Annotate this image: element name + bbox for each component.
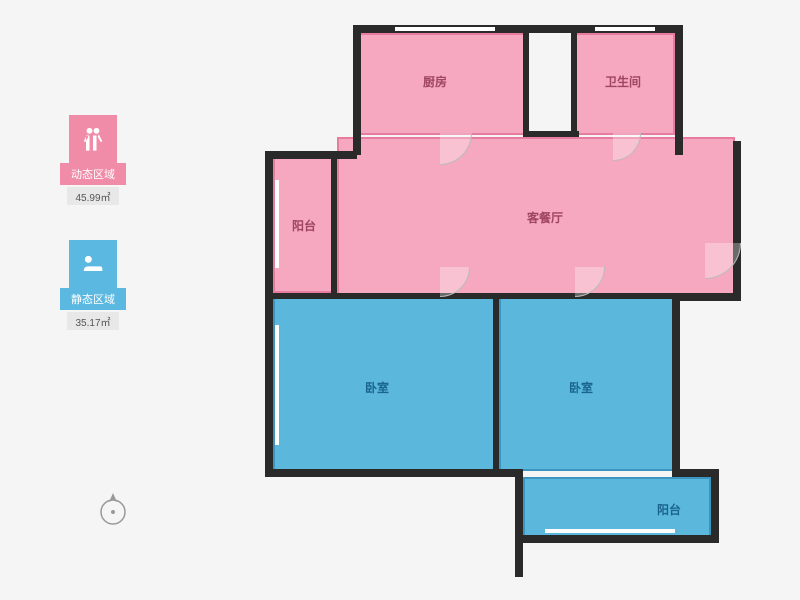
legend-dynamic-value: 45.99㎡ [67, 187, 119, 205]
wall [523, 33, 529, 135]
room-label-bathroom: 卫生间 [605, 73, 641, 90]
wall [265, 469, 523, 477]
people-icon [69, 115, 117, 163]
wall [265, 151, 273, 477]
window [595, 27, 655, 31]
wall [265, 151, 357, 159]
legend-static-label: 静态区域 [60, 288, 126, 310]
room-label-living: 客餐厅 [527, 209, 563, 226]
compass-icon [95, 490, 131, 526]
window [275, 180, 279, 268]
legend-dynamic: 动态区域 45.99㎡ [60, 115, 126, 205]
room-label-bedroom2: 卧室 [569, 379, 593, 396]
wall [672, 297, 680, 477]
room-label-bedroom1: 卧室 [365, 379, 389, 396]
wall [675, 293, 741, 301]
legend-static: 静态区域 35.17㎡ [60, 240, 126, 330]
wall [515, 469, 523, 577]
wall [273, 293, 679, 299]
room-label-balcony1: 阳台 [292, 217, 316, 234]
window [275, 325, 279, 445]
room-label-kitchen: 厨房 [423, 73, 447, 90]
wall [675, 469, 719, 477]
floorplan: 厨房卫生间阳台客餐厅卧室卧室阳台 [265, 25, 755, 580]
wall [331, 155, 337, 299]
wall [493, 297, 499, 473]
legend: 动态区域 45.99㎡ 静态区域 35.17㎡ [60, 115, 126, 365]
legend-static-value: 35.17㎡ [67, 312, 119, 330]
window [395, 27, 495, 31]
sleep-icon [69, 240, 117, 288]
window [545, 529, 675, 533]
wall [353, 25, 361, 155]
wall [571, 33, 577, 135]
wall [711, 469, 719, 543]
legend-dynamic-label: 动态区域 [60, 163, 126, 185]
wall [675, 25, 683, 155]
room-label-balcony2: 阳台 [657, 501, 681, 518]
wall [733, 141, 741, 301]
room-balcony2 [523, 477, 711, 537]
wall [515, 535, 719, 543]
